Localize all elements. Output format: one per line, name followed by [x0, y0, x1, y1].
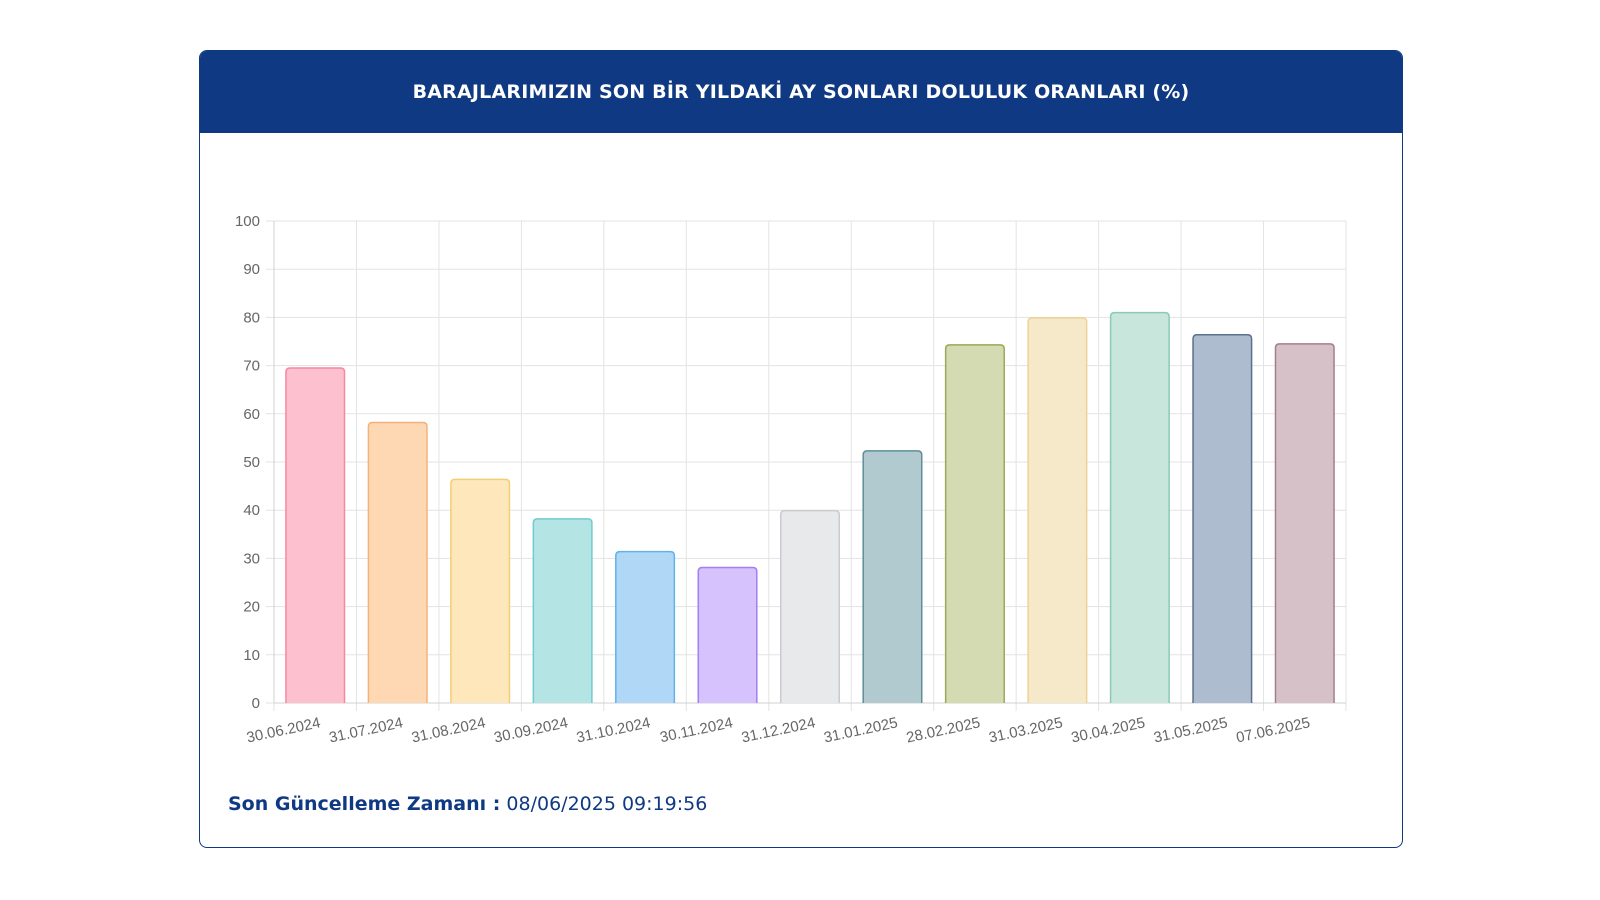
chart-area: 0 10 20 30 40 50 60 70 80 90 100 30.06.2024 31.07.20… [200, 133, 1402, 753]
bar [285, 368, 345, 703]
bar [945, 344, 1005, 703]
bar [1275, 343, 1335, 703]
bar-border [532, 518, 593, 703]
y-tick-label: 10 [243, 647, 260, 664]
y-tick-label: 80 [243, 309, 260, 326]
bar [450, 479, 510, 703]
bar [1110, 312, 1170, 703]
x-tick-label: 31.12.2024 [740, 714, 817, 746]
x-tick-label: 31.08.2024 [410, 714, 487, 746]
bar [368, 422, 427, 703]
bar [698, 567, 757, 703]
card-title: BARAJLARIMIZIN SON BİR YILDAKİ AY SONLAR… [412, 81, 1190, 103]
bar [1193, 334, 1252, 703]
y-tick-label: 90 [243, 261, 260, 278]
last-update-label: Son Güncelleme Zamanı : [228, 793, 501, 815]
bar [863, 450, 922, 703]
bar-border [779, 509, 841, 703]
bar-border [285, 367, 346, 703]
x-tick-label: 30.04.2025 [1070, 714, 1147, 746]
chart-card: BARAJLARIMIZIN SON BİR YILDAKİ AY SONLAR… [199, 50, 1403, 848]
last-update: Son Güncelleme Zamanı : 08/06/2025 09:19… [228, 793, 707, 815]
y-tick-label: 50 [243, 454, 260, 471]
bar-chart: 0 10 20 30 40 50 60 70 80 90 100 30.06.2024 31.07.20… [235, 213, 1347, 747]
last-update-value: 08/06/2025 09:19:56 [506, 793, 708, 815]
x-tick-label: 07.06.2025 [1235, 714, 1312, 746]
x-tick-label: 31.03.2025 [987, 714, 1064, 746]
x-tick-label: 30.06.2024 [245, 714, 322, 746]
bar-border [697, 566, 758, 703]
x-tick-label: 31.05.2025 [1152, 714, 1229, 746]
y-tick-label: 30 [243, 550, 260, 567]
x-tick-label: 30.09.2024 [492, 714, 569, 746]
bar [780, 510, 840, 703]
bar [533, 518, 592, 703]
bar-border [1274, 343, 1335, 703]
x-tick-label: 31.01.2025 [822, 714, 899, 746]
bar-border [615, 550, 676, 703]
y-tick-label: 40 [243, 502, 260, 519]
bar-border [862, 450, 923, 703]
y-tick-label: 20 [243, 599, 260, 616]
card-header: BARAJLARIMIZIN SON BİR YILDAKİ AY SONLAR… [200, 51, 1402, 133]
bar-border [1192, 334, 1253, 703]
bar-border [944, 344, 1005, 703]
x-tick-label: 31.07.2024 [328, 714, 405, 746]
y-tick-label: 70 [243, 358, 260, 375]
y-tick-label: 60 [243, 406, 260, 423]
bar [615, 551, 675, 703]
bar [1028, 317, 1087, 703]
x-tick-label: 31.10.2024 [575, 714, 652, 746]
bar-border [367, 421, 428, 703]
bar-border [450, 478, 511, 703]
x-tick-label: 30.11.2024 [658, 714, 734, 746]
x-tick-label: 28.02.2025 [905, 714, 982, 746]
bar-border [1109, 311, 1170, 703]
y-tick-label: 0 [252, 695, 260, 712]
bar-border [1027, 317, 1088, 703]
y-tick-label: 100 [235, 213, 260, 230]
